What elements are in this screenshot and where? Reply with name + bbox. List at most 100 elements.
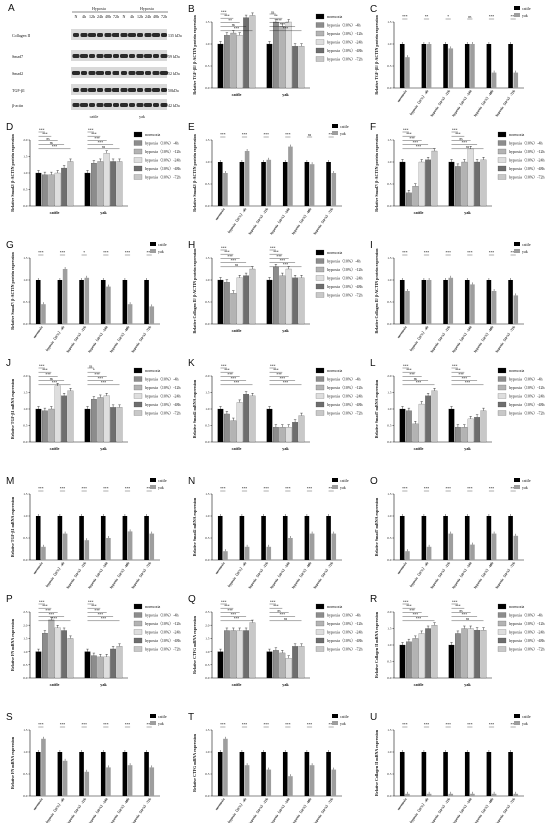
wb-band <box>128 88 136 92</box>
bar <box>279 275 286 325</box>
y-tick-label: 2.0 <box>205 623 210 627</box>
bar <box>243 394 249 443</box>
significance-marker: *** <box>424 251 430 255</box>
legend-entry: hypoxia（10%）-24h <box>145 630 181 635</box>
wb-band <box>88 33 96 37</box>
chart-panel-n: N Relative Smad2 mRNA expression 0.0 0.5 1.0… <box>188 476 349 589</box>
legend-entry: hypoxia（10%）-4h <box>145 141 179 146</box>
bar <box>61 395 67 443</box>
x-tick-label: hypoxia（10%）-4h <box>408 325 429 352</box>
significance-marker: ns <box>50 141 54 145</box>
bar <box>266 408 273 443</box>
chart-panel-o: O Relative Smad7 mRNA expression 0.0 0.5 1.0… <box>370 476 531 589</box>
x-group-label: cattle <box>232 446 242 451</box>
bar <box>418 633 425 679</box>
legend-swatch <box>497 384 507 391</box>
bar <box>100 752 106 796</box>
legend-swatch <box>315 39 325 45</box>
legend-entry: hypoxia（10%）-12h <box>509 385 545 390</box>
wb-lane-label: 24h <box>145 14 151 19</box>
chart-panel-s: S Relative FN mRNA expression 0.0 0.5 1.0 1.5… <box>6 712 167 823</box>
legend-entry: hypoxia（10%）-72h <box>327 57 363 62</box>
wb-lane-label: 72h <box>161 14 167 19</box>
bar <box>292 422 299 443</box>
x-tick-label: hypoxia（10%）-4h <box>408 89 429 116</box>
x-tick-label: hypoxia（10%）-24h <box>269 207 291 236</box>
legend-entry: cattle <box>522 714 531 719</box>
bar <box>399 516 405 560</box>
x-tick-label: normoxia <box>396 797 407 811</box>
bar <box>470 793 475 796</box>
bar <box>399 44 405 88</box>
significance-marker: *** <box>234 381 240 385</box>
y-tick-label: 1.0 <box>23 407 28 411</box>
y-axis-title: Relative TGF-β1 mRNA expression <box>10 496 15 557</box>
x-tick-label: hypoxia（10%）-4h <box>226 207 247 234</box>
bar <box>491 72 497 88</box>
legend-swatch <box>315 410 325 416</box>
bar <box>149 533 155 560</box>
y-axis-title: Relative Collagen II/ β-ACTIN protein ex… <box>374 248 379 334</box>
y-tick-label: 0.5 <box>387 182 392 186</box>
legend-swatch <box>133 140 143 146</box>
legend-entry: normoxia <box>327 250 343 255</box>
y-tick-label: 0.0 <box>387 440 392 444</box>
legend-swatch <box>332 124 338 128</box>
significance-marker: *** <box>452 128 458 132</box>
significance-marker: *** <box>81 487 87 491</box>
bar <box>54 385 61 443</box>
legend-swatch <box>332 131 338 135</box>
bar <box>41 546 46 560</box>
y-tick-label: 0.0 <box>387 558 392 562</box>
bar <box>35 651 42 679</box>
legend-swatch <box>133 637 143 644</box>
significance-marker: *** <box>42 605 48 609</box>
bar <box>464 752 470 796</box>
bar <box>467 148 474 207</box>
wb-lane-label: 24h <box>97 14 103 19</box>
x-group-label: yak <box>100 210 107 215</box>
bar <box>84 651 91 679</box>
significance-marker: *** <box>403 600 409 604</box>
y-tick-label: 2.0 <box>205 374 210 378</box>
chart-panel-r: R Relative Collagen II mRNA expression 0.0… <box>370 594 545 687</box>
bar <box>304 752 310 796</box>
legend-swatch <box>497 620 507 627</box>
significance-marker: *** <box>45 609 51 613</box>
wb-protein-label: Collagen II <box>12 33 31 38</box>
significance-marker: *** <box>283 263 289 267</box>
legend-entry: cattle <box>158 242 167 247</box>
wb-band <box>89 103 95 107</box>
wb-band <box>160 54 168 58</box>
wb-band <box>129 54 135 58</box>
bar <box>292 646 299 679</box>
significance-marker: *** <box>38 723 44 727</box>
legend-swatch <box>315 401 325 408</box>
bar <box>62 533 68 560</box>
legend-swatch <box>315 275 325 281</box>
bar <box>54 172 61 207</box>
y-axis-title: Relative FN mRNA expression <box>10 618 15 671</box>
bar <box>467 418 474 443</box>
x-tick-label: hypoxia（10%）-48h <box>472 89 494 118</box>
bar <box>425 628 431 679</box>
significance-marker: *** <box>413 613 419 617</box>
significance-marker: ns <box>284 617 288 621</box>
y-axis-title: Relative Collagen II mRNA expression <box>374 729 379 796</box>
wb-band <box>113 103 119 107</box>
legend-entry: normoxia <box>509 604 525 609</box>
significance-marker: *** <box>270 246 276 250</box>
significance-marker: *** <box>403 364 409 368</box>
legend-entry: normoxia <box>327 14 343 19</box>
bar <box>285 427 292 443</box>
significance-marker: *** <box>88 600 94 604</box>
x-tick-label: hypoxia（10%）-48h <box>108 797 130 823</box>
legend-entry: hypoxia（10%）-48h <box>509 402 545 407</box>
wb-band <box>136 103 144 107</box>
significance-marker: *** <box>42 369 48 373</box>
significance-marker: *** <box>234 617 240 621</box>
wb-lane-label: 48h <box>153 14 159 19</box>
y-tick-label: 0.5 <box>23 772 28 776</box>
wb-band <box>80 103 88 107</box>
